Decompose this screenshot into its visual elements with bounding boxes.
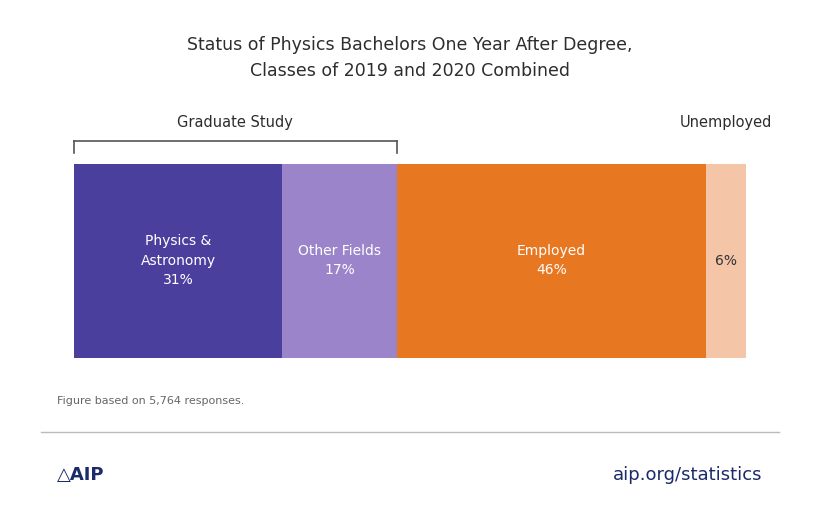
Text: Figure based on 5,764 responses.: Figure based on 5,764 responses.: [57, 396, 245, 406]
Text: Employed
46%: Employed 46%: [516, 244, 585, 277]
Text: 6%: 6%: [714, 253, 736, 268]
Bar: [282, 164, 396, 358]
Bar: [74, 164, 282, 358]
Text: △AIP: △AIP: [57, 466, 105, 484]
Text: Other Fields
17%: Other Fields 17%: [297, 244, 381, 277]
Bar: [396, 164, 705, 358]
Text: aip.org/statistics: aip.org/statistics: [613, 466, 762, 484]
Text: Physics &
Astronomy
31%: Physics & Astronomy 31%: [140, 234, 215, 287]
Text: Unemployed: Unemployed: [679, 115, 771, 130]
Bar: [705, 164, 745, 358]
Text: Status of Physics Bachelors One Year After Degree,
Classes of 2019 and 2020 Comb: Status of Physics Bachelors One Year Aft…: [187, 36, 632, 80]
Text: Graduate Study: Graduate Study: [177, 115, 292, 130]
